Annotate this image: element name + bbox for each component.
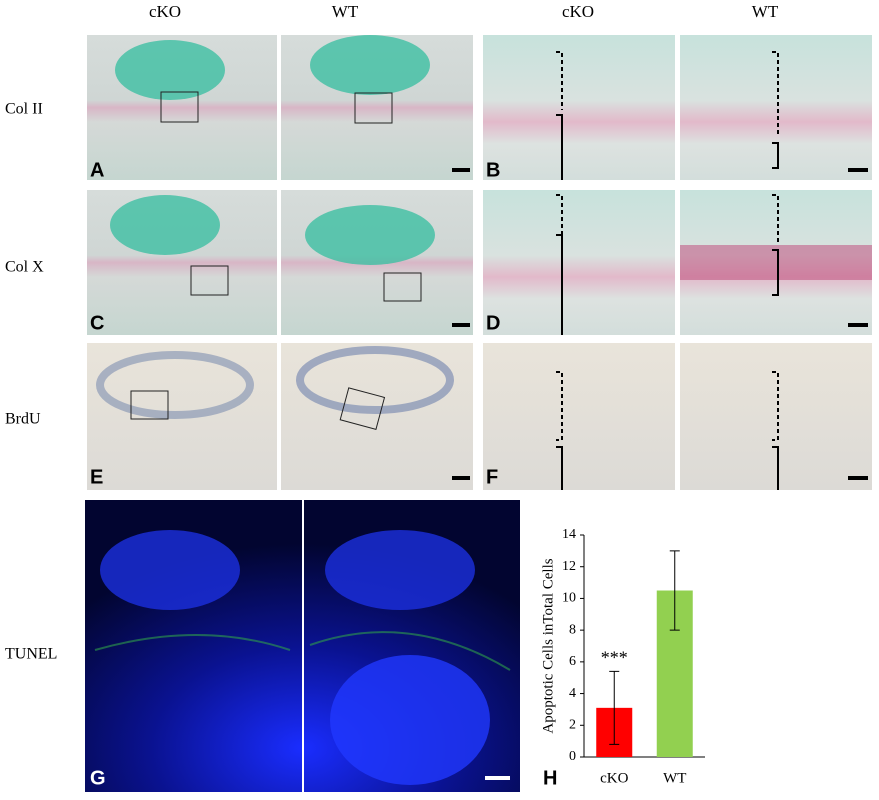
column-header: cKO (562, 2, 594, 21)
panel-label: H (543, 767, 557, 789)
tunel-micrograph (85, 500, 520, 792)
y-tick-label: 6 (569, 654, 576, 669)
significance: *** (601, 647, 628, 667)
panel-label: D (486, 312, 500, 334)
panel-label: A (90, 159, 104, 181)
y-tick-label: 0 (569, 749, 576, 764)
micrograph-row (87, 343, 872, 490)
y-tick-label: 12 (562, 559, 576, 574)
panel-label: B (486, 159, 500, 181)
row-label: Col II (5, 101, 43, 118)
scale-bar (452, 168, 868, 480)
row-label: BrdU (5, 411, 41, 428)
y-tick-label: 8 (569, 622, 576, 637)
row-label: Col X (5, 259, 44, 276)
panel-label: E (90, 466, 103, 488)
column-header: WT (752, 2, 779, 21)
bar-chart: 0 2 4 6 8 10 12 14 Apoptotic Cells inTotal Cells… (540, 527, 705, 786)
column-header: cKO (149, 2, 181, 21)
y-tick-label: 4 (569, 686, 576, 701)
y-tick-label: 2 (569, 718, 576, 733)
micrograph-row (87, 35, 872, 180)
panel-label: G (90, 767, 106, 789)
y-tick-label: 10 (562, 591, 576, 606)
y-tick-label: 14 (562, 527, 576, 542)
column-header: WT (332, 2, 359, 21)
row-label: TUNEL (5, 646, 57, 663)
panel-label: C (90, 312, 104, 334)
micrograph-row (87, 190, 872, 335)
error-bar (609, 670, 620, 745)
x-tick-label: WT (663, 770, 686, 786)
bracket (556, 51, 779, 490)
error-bar (669, 550, 680, 631)
x-tick-label: cKO (600, 770, 628, 786)
panel-label: F (486, 466, 498, 488)
y-axis-label: Apoptotic Cells inTotal Cells (540, 558, 556, 733)
